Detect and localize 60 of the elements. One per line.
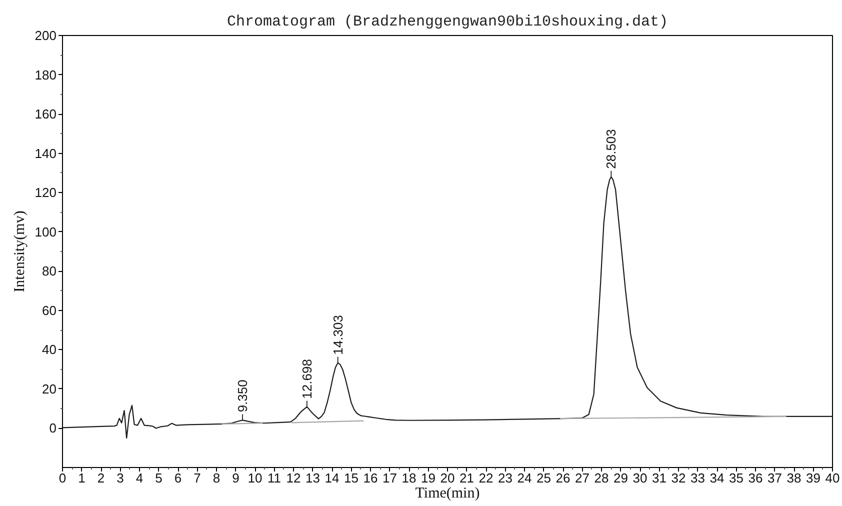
x-axis-title: Time(min) [415,486,480,502]
chart-title: Chromatogram (Bradzhenggengwan90bi10shouxing.dat) [226,14,668,30]
line-series [62,176,832,439]
x-tick-label: 34 [710,470,724,486]
x-tick-label: 29 [614,470,628,486]
x-tick-label: 1 [78,470,86,486]
x-tick-label: 22 [478,470,494,486]
x-tick-label: 18 [402,470,416,486]
y-tick-label: 120 [34,185,57,200]
x-tick-label: 20 [440,470,455,486]
x-tick-label: 3 [116,470,124,486]
x-tick-label: 15 [344,470,358,486]
x-tick-label: 24 [517,470,532,486]
x-tick-label: 35 [729,470,744,486]
annotation: 9.350 [234,380,250,412]
x-tick-label: 32 [671,470,686,486]
x-tick-label: 40 [825,470,840,486]
y-tick-label: 20 [42,381,57,396]
annotation: 12.698 [299,359,314,399]
x-tick-label: 12 [286,470,301,486]
x-tick-label: 13 [306,470,320,486]
x-tick-label: 5 [155,470,162,486]
x-tick-label: 17 [382,470,397,486]
x-tick-label: 27 [575,470,590,486]
x-tick-label: 11 [268,470,281,486]
x-tick-label: 26 [556,470,570,486]
y-tick-label: 0 [49,420,57,436]
x-tick-label: 25 [536,470,551,486]
x-tick-label: 4 [136,470,144,486]
x-tick-label: 38 [786,470,802,486]
y-axis-title: Intensity(mv) [12,210,28,292]
x-tick-label: 0 [58,470,66,486]
annotation: 14.303 [330,315,346,355]
y-tick-label: 80 [42,264,57,279]
annotation: 28.503 [604,129,619,169]
x-tick-label: 23 [498,470,512,486]
y-tick-label: 40 [42,342,57,358]
x-tick-label: 9 [232,470,240,486]
y-tick-label: 200 [34,28,57,43]
x-tick-label: 30 [632,470,648,486]
x-tick-label: 14 [324,470,340,486]
x-tick-label: 31 [652,470,666,486]
x-tick-label: 33 [690,470,705,486]
x-tick-label: 19 [421,470,436,486]
x-tick-label: 8 [212,470,220,486]
x-tick-label: 2 [97,470,105,486]
x-tick-label: 28 [594,470,609,486]
y-tick-label: 100 [34,224,57,240]
x-tick-label: 37 [768,470,782,486]
y-tick-label: 180 [34,67,57,82]
x-tick-label: 6 [174,470,182,486]
x-tick-label: 21 [460,470,474,486]
y-tick-label: 60 [42,302,57,318]
x-tick-label: 16 [363,470,378,486]
x-tick-label: 10 [248,470,262,486]
y-tick-label: 140 [34,146,57,161]
x-tick-label: 7 [194,470,201,486]
x-tick-label: 39 [806,470,820,486]
y-tick-label: 160 [34,106,57,122]
x-tick-label: 36 [748,470,763,486]
